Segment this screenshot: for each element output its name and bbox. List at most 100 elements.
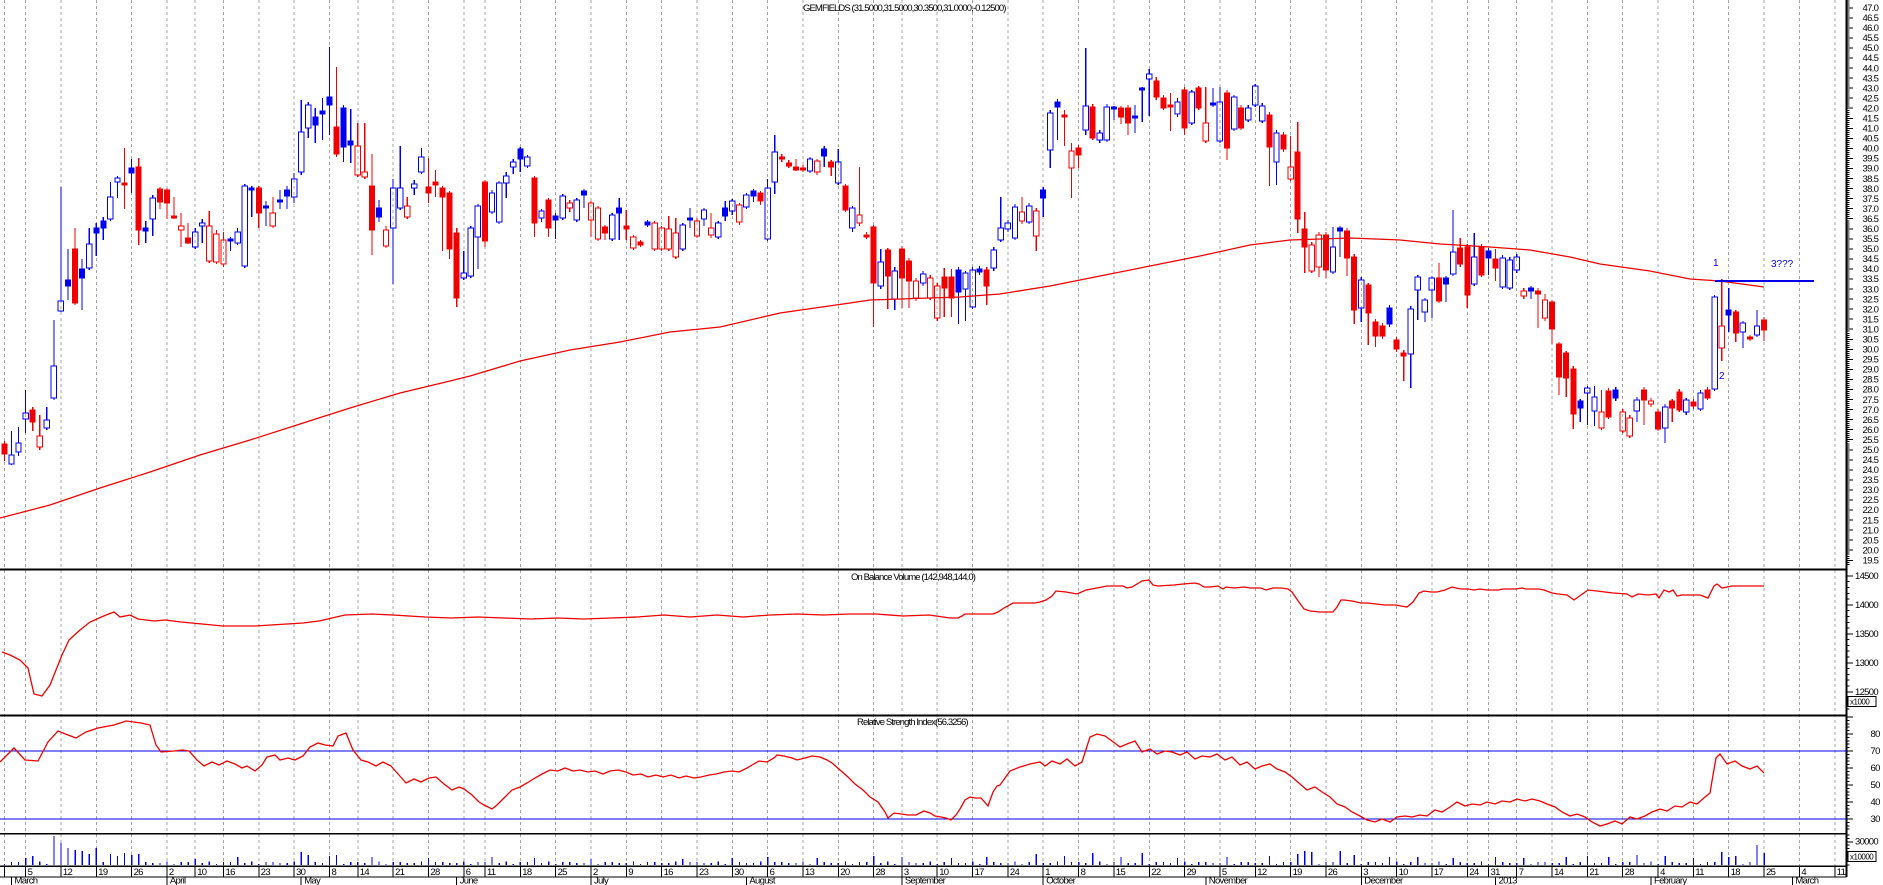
svg-text:December: December [1364,876,1403,885]
svg-text:6: 6 [770,867,775,878]
svg-text:12500: 12500 [1855,687,1878,698]
svg-text:x10000: x10000 [1850,853,1874,862]
svg-text:28: 28 [876,867,886,878]
svg-text:14500: 14500 [1855,571,1878,582]
svg-text:July: July [594,876,609,885]
svg-text:21: 21 [395,867,405,878]
svg-text:26: 26 [134,867,144,878]
svg-text:23: 23 [699,867,709,878]
svg-text:3???: 3??? [1771,259,1794,270]
svg-text:12: 12 [1257,867,1267,878]
svg-text:2: 2 [169,867,174,878]
svg-text:September: September [905,876,946,885]
svg-text:13000: 13000 [1855,658,1878,669]
svg-text:June: June [460,876,478,885]
svg-text:x1000: x1000 [1850,698,1870,707]
svg-text:30000: 30000 [1855,837,1878,848]
svg-text:34.5: 34.5 [1863,254,1879,265]
svg-text:13500: 13500 [1855,629,1878,640]
svg-text:10: 10 [939,867,949,878]
svg-text:March: March [15,876,38,885]
svg-text:26.5: 26.5 [1863,415,1879,426]
svg-text:30: 30 [296,867,306,878]
svg-text:14: 14 [1554,867,1564,878]
svg-text:40: 40 [1871,797,1881,808]
svg-text:14000: 14000 [1855,600,1878,611]
svg-text:35.5: 35.5 [1863,234,1879,245]
svg-text:17: 17 [975,867,985,878]
svg-text:17: 17 [1434,867,1444,878]
svg-text:38.0: 38.0 [1863,184,1879,195]
svg-text:41.0: 41.0 [1863,124,1879,135]
svg-text:May: May [304,876,321,885]
svg-text:5: 5 [28,867,33,878]
svg-text:11: 11 [1837,867,1846,878]
svg-text:36.5: 36.5 [1863,214,1879,225]
svg-text:24: 24 [1469,867,1479,878]
svg-text:31.5: 31.5 [1863,314,1879,325]
svg-text:23.5: 23.5 [1863,475,1879,486]
svg-text:22.0: 22.0 [1863,505,1879,516]
svg-text:40.0: 40.0 [1863,144,1879,155]
svg-text:April: April [170,876,186,885]
svg-text:42.0: 42.0 [1863,104,1879,115]
svg-text:22: 22 [1151,867,1161,878]
svg-text:40.5: 40.5 [1863,134,1879,145]
svg-text:August: August [749,876,775,885]
svg-text:25: 25 [558,867,568,878]
svg-text:19.5: 19.5 [1863,556,1879,567]
svg-text:14: 14 [360,867,370,878]
svg-text:43.0: 43.0 [1863,83,1879,94]
svg-text:25: 25 [1766,867,1776,878]
svg-text:38.5: 38.5 [1863,174,1879,185]
svg-text:February: February [1654,876,1687,885]
svg-text:41.5: 41.5 [1863,114,1879,125]
svg-text:18: 18 [522,867,532,878]
svg-text:13: 13 [805,867,815,878]
svg-text:28: 28 [1625,867,1635,878]
svg-text:18: 18 [1731,867,1741,878]
svg-text:On Balance Volume (142,948,144: On Balance Volume (142,948,144.0) [851,572,976,583]
svg-text:20.0: 20.0 [1863,545,1879,556]
svg-text:29.5: 29.5 [1863,355,1879,366]
svg-text:24.0: 24.0 [1863,465,1879,476]
svg-text:42.5: 42.5 [1863,93,1879,104]
svg-text:39.0: 39.0 [1863,164,1879,175]
svg-text:60: 60 [1871,763,1881,774]
svg-text:21.0: 21.0 [1863,525,1879,536]
svg-text:10: 10 [1399,867,1409,878]
svg-text:Relative Strength Index(56.325: Relative Strength Index(56.3256) [857,717,968,728]
svg-text:21.5: 21.5 [1863,515,1879,526]
svg-text:20.5: 20.5 [1863,535,1879,546]
svg-text:36.0: 36.0 [1863,224,1879,235]
svg-text:GEMFIELDS (31.5000,31.5000,30.: GEMFIELDS (31.5000,31.5000,30.3500,31.00… [803,3,1006,14]
svg-text:25.5: 25.5 [1863,435,1879,446]
svg-text:35.0: 35.0 [1863,244,1879,255]
svg-text:16: 16 [226,867,236,878]
svg-text:March: March [1795,876,1818,885]
svg-text:33.0: 33.0 [1863,284,1879,295]
svg-text:28: 28 [430,867,440,878]
svg-text:24.5: 24.5 [1863,455,1879,466]
svg-text:28.0: 28.0 [1863,385,1879,396]
svg-text:23.0: 23.0 [1863,485,1879,496]
svg-text:28.5: 28.5 [1863,375,1879,386]
svg-text:October: October [1046,876,1075,885]
svg-text:47.0: 47.0 [1863,3,1879,14]
svg-text:80: 80 [1871,729,1881,740]
svg-text:46.0: 46.0 [1863,23,1879,34]
svg-text:4: 4 [1801,867,1806,878]
svg-text:2013: 2013 [1499,876,1518,885]
svg-text:23: 23 [261,867,271,878]
svg-text:26: 26 [1328,867,1338,878]
svg-text:10: 10 [197,867,207,878]
svg-text:44.5: 44.5 [1863,53,1879,64]
svg-text:16: 16 [664,867,674,878]
svg-text:11: 11 [1695,867,1704,878]
svg-text:6: 6 [466,867,471,878]
svg-text:2: 2 [593,867,598,878]
svg-text:50: 50 [1871,780,1881,791]
svg-text:November: November [1209,876,1248,885]
svg-text:30: 30 [734,867,744,878]
svg-text:2: 2 [1719,371,1725,382]
